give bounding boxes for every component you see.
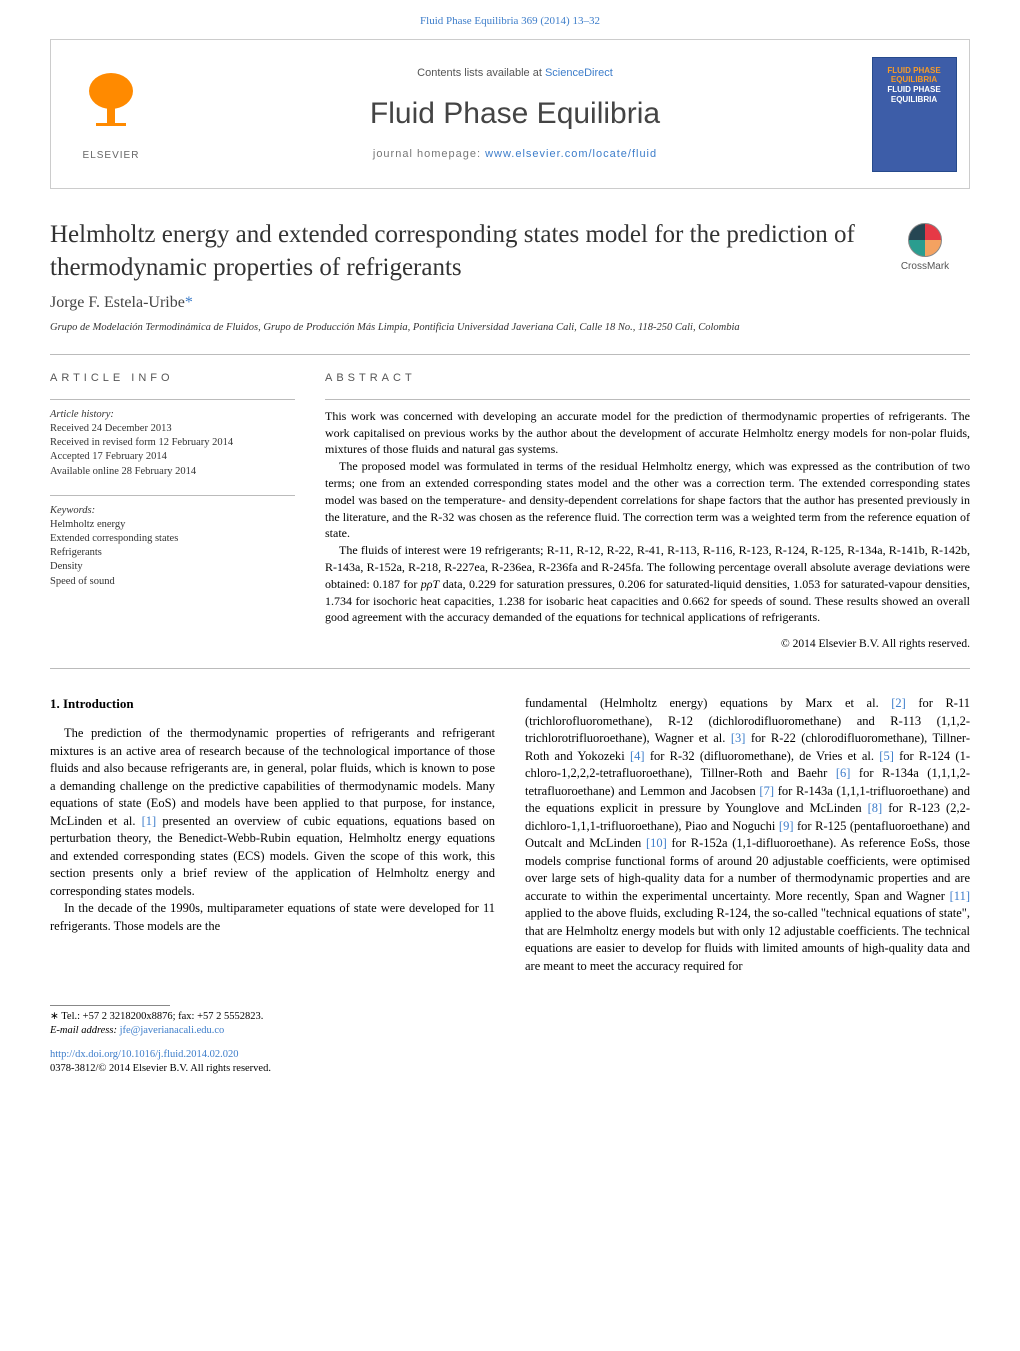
- abstract-text: This work was concerned with developing …: [325, 408, 970, 626]
- doi-link[interactable]: http://dx.doi.org/10.1016/j.fluid.2014.0…: [50, 1049, 239, 1060]
- masthead: ELSEVIER Contents lists available at Sci…: [50, 39, 970, 189]
- article-info-heading: article info: [50, 371, 295, 386]
- body-columns: 1. Introduction The prediction of the th…: [50, 695, 970, 975]
- ref-link[interactable]: [9]: [779, 819, 794, 833]
- email-link[interactable]: jfe@javerianacali.edu.co: [120, 1025, 225, 1036]
- title-row: Helmholtz energy and extended correspond…: [50, 219, 970, 284]
- affiliation: Grupo de Modelación Termodinámica de Flu…: [50, 321, 970, 335]
- history-line: Received 24 December 2013: [50, 422, 295, 436]
- elsevier-wordmark: ELSEVIER: [83, 149, 140, 163]
- divider-bottom: [50, 668, 970, 669]
- abstract-paragraph: This work was concerned with developing …: [325, 408, 970, 458]
- footnote-block: ∗ Tel.: +57 2 3218200x8876; fax: +57 2 5…: [50, 1005, 970, 1037]
- homepage-prefix: journal homepage:: [373, 148, 485, 160]
- keywords: Keywords: Helmholtz energy Extended corr…: [50, 504, 295, 589]
- abstract-copyright: © 2014 Elsevier B.V. All rights reserved…: [325, 636, 970, 652]
- author-name: Jorge F. Estela-Uribe: [50, 294, 185, 311]
- keyword: Refrigerants: [50, 546, 295, 560]
- corr-tel: Tel.: +57 2 3218200x8876; fax: +57 2 555…: [61, 1011, 263, 1022]
- keywords-label: Keywords:: [50, 504, 295, 518]
- history-line: Received in revised form 12 February 201…: [50, 436, 295, 450]
- ref-link[interactable]: [5]: [879, 749, 894, 763]
- ref-link[interactable]: [11]: [950, 889, 970, 903]
- intro-paragraph: The prediction of the thermodynamic prop…: [50, 725, 495, 900]
- contents-prefix: Contents lists available at: [417, 67, 545, 79]
- keyword: Speed of sound: [50, 575, 295, 589]
- ref-link[interactable]: [1]: [142, 814, 157, 828]
- corresponding-marker[interactable]: *: [185, 294, 193, 311]
- ref-link[interactable]: [2]: [891, 696, 906, 710]
- history-line: Accepted 17 February 2014: [50, 450, 295, 464]
- cover-cell: FLUID PHASE EQUILIBRIA FLUID PHASE EQUIL…: [859, 40, 969, 188]
- ref-link[interactable]: [3]: [731, 731, 746, 745]
- abstract-paragraph: The proposed model was formulated in ter…: [325, 458, 970, 542]
- history-label: Article history:: [50, 408, 295, 422]
- article-title: Helmholtz energy and extended correspond…: [50, 219, 864, 284]
- corr-marker: ∗: [50, 1011, 59, 1022]
- ref-link[interactable]: [6]: [836, 766, 851, 780]
- email-label: E-mail address:: [50, 1025, 117, 1036]
- footnote-rule: [50, 1005, 170, 1006]
- elsevier-tree-icon: [76, 66, 146, 145]
- ref-link[interactable]: [8]: [868, 801, 883, 815]
- article-info-column: article info Article history: Received 2…: [50, 371, 295, 652]
- cover-title-lines: FLUID PHASE EQUILIBRIA FLUID PHASE EQUIL…: [887, 66, 940, 104]
- info-rule: [50, 495, 295, 496]
- authors: Jorge F. Estela-Uribe*: [50, 292, 970, 314]
- divider-top: [50, 354, 970, 355]
- article-history: Article history: Received 24 December 20…: [50, 408, 295, 479]
- intro-paragraph: In the decade of the 1990s, multiparamet…: [50, 900, 495, 935]
- corresponding-footnote: ∗ Tel.: +57 2 3218200x8876; fax: +57 2 5…: [50, 1010, 970, 1024]
- contents-line: Contents lists available at ScienceDirec…: [417, 66, 613, 81]
- ref-link[interactable]: [10]: [646, 836, 667, 850]
- issn-copyright: 0378-3812/© 2014 Elsevier B.V. All right…: [50, 1062, 970, 1077]
- history-line: Available online 28 February 2014: [50, 465, 295, 479]
- homepage-link[interactable]: www.elsevier.com/locate/fluid: [485, 148, 657, 160]
- journal-name: Fluid Phase Equilibria: [370, 93, 660, 135]
- publisher-logo-cell: ELSEVIER: [51, 40, 171, 188]
- body-right-column: fundamental (Helmholtz energy) equations…: [525, 695, 970, 975]
- crossmark-badge[interactable]: CrossMark: [880, 223, 970, 274]
- homepage-line: journal homepage: www.elsevier.com/locat…: [373, 147, 657, 162]
- keyword: Density: [50, 560, 295, 574]
- body-left-column: 1. Introduction The prediction of the th…: [50, 695, 495, 975]
- doi-block: http://dx.doi.org/10.1016/j.fluid.2014.0…: [50, 1048, 970, 1077]
- journal-cover-thumb: FLUID PHASE EQUILIBRIA FLUID PHASE EQUIL…: [872, 57, 957, 172]
- ref-link[interactable]: [7]: [759, 784, 774, 798]
- elsevier-logo: ELSEVIER: [66, 59, 156, 169]
- abstract-paragraph: The fluids of interest were 19 refrigera…: [325, 542, 970, 626]
- email-line: E-mail address: jfe@javerianacali.edu.co: [50, 1024, 970, 1038]
- abstract-rule: [325, 399, 970, 400]
- intro-heading: 1. Introduction: [50, 695, 495, 713]
- keyword: Extended corresponding states: [50, 532, 295, 546]
- crossmark-icon: [908, 223, 942, 257]
- intro-paragraph: fundamental (Helmholtz energy) equations…: [525, 695, 970, 975]
- abstract-column: abstract This work was concerned with de…: [325, 371, 970, 652]
- masthead-center: Contents lists available at ScienceDirec…: [171, 40, 859, 188]
- citation-link[interactable]: Fluid Phase Equilibria 369 (2014) 13–32: [420, 15, 600, 27]
- sciencedirect-link[interactable]: ScienceDirect: [545, 67, 613, 79]
- header-citation: Fluid Phase Equilibria 369 (2014) 13–32: [0, 0, 1020, 39]
- keyword: Helmholtz energy: [50, 518, 295, 532]
- crossmark-label: CrossMark: [901, 260, 949, 274]
- abstract-heading: abstract: [325, 371, 970, 386]
- info-abstract-row: article info Article history: Received 2…: [50, 371, 970, 652]
- ref-link[interactable]: [4]: [630, 749, 645, 763]
- info-rule: [50, 399, 295, 400]
